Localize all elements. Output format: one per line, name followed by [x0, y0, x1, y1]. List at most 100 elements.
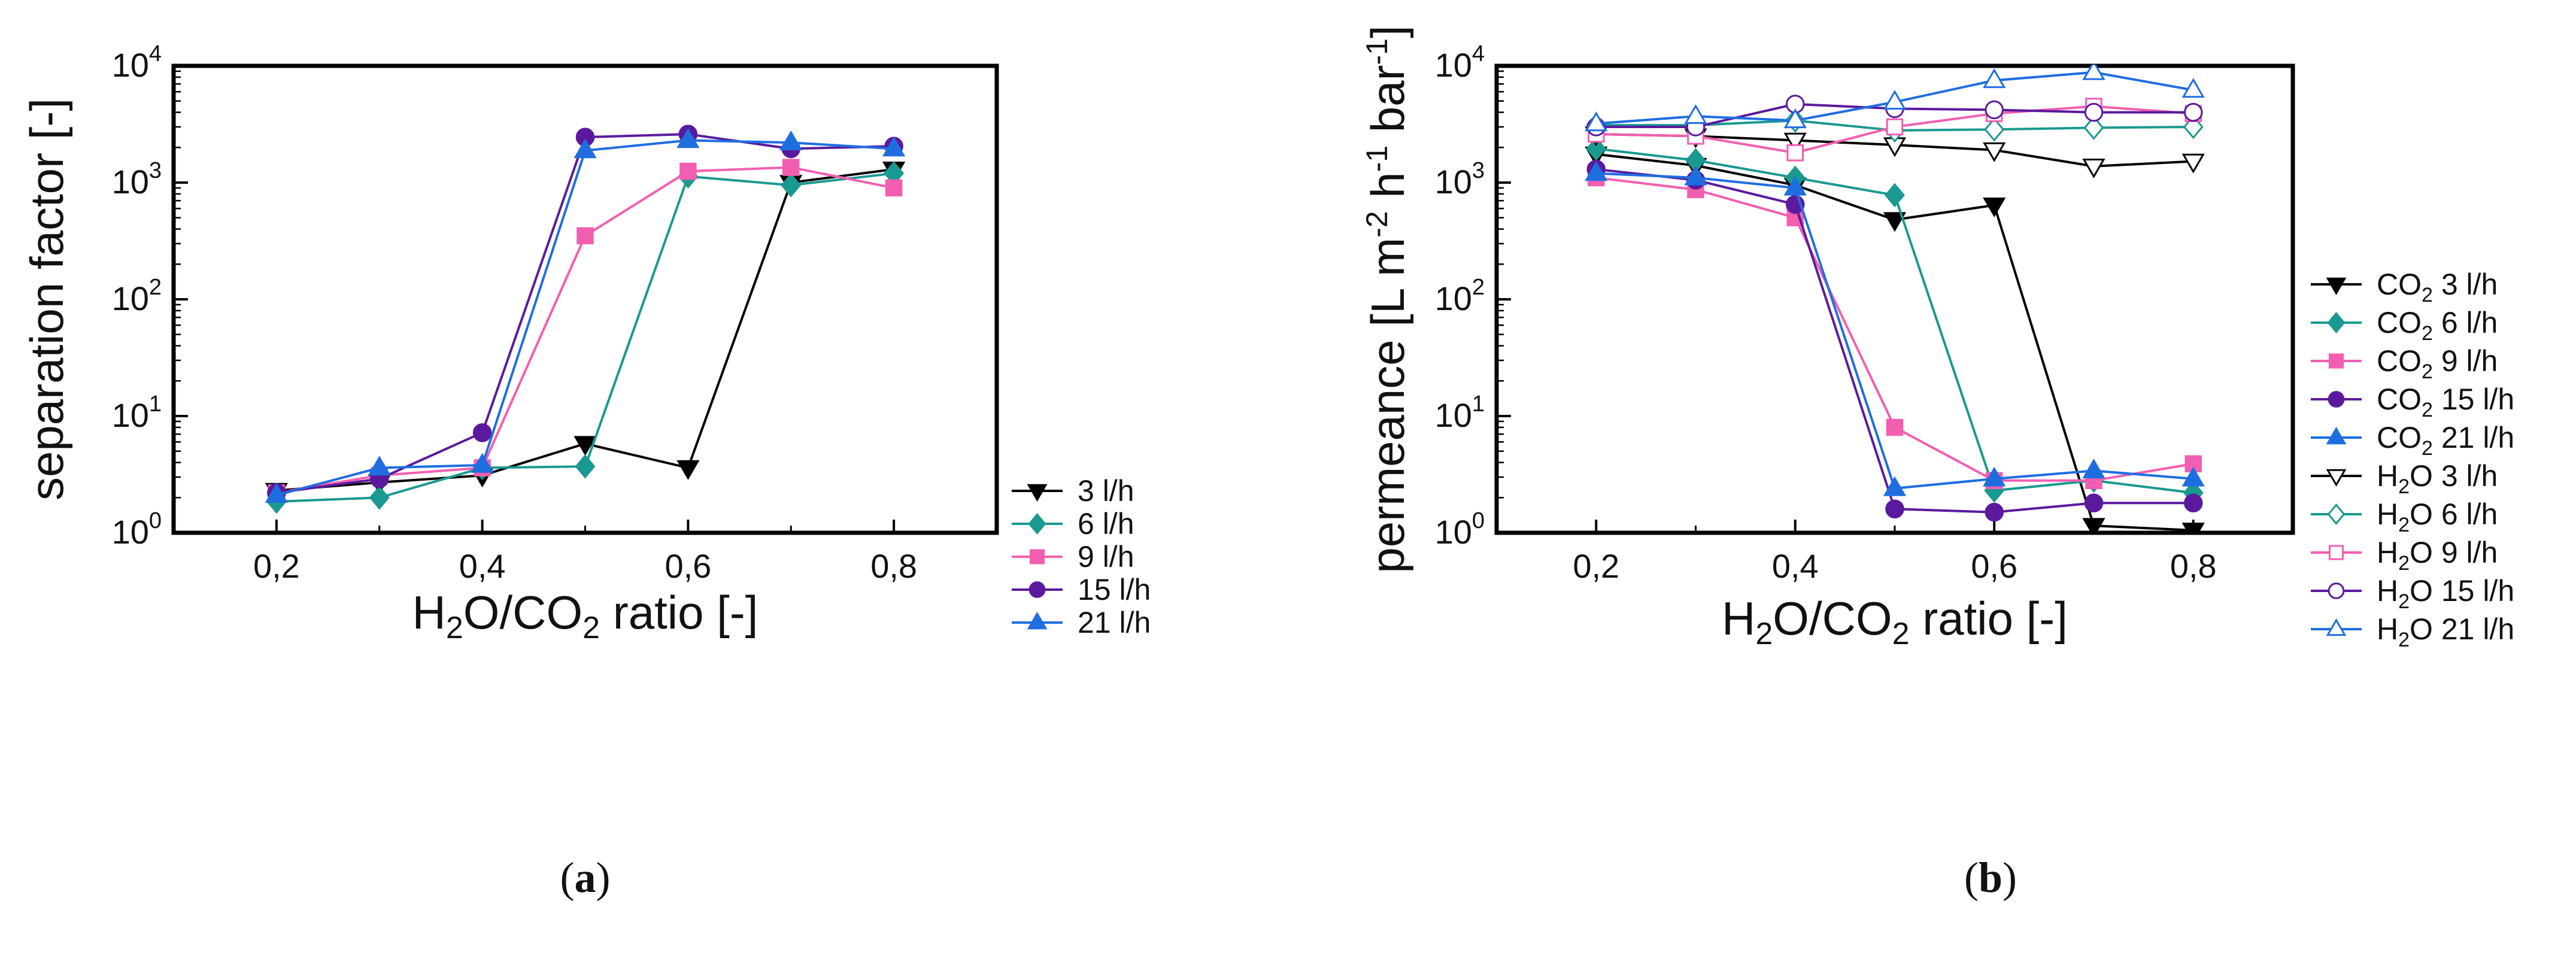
- data-point: [2082, 158, 2105, 178]
- y-axis-label-a: separation factor [-]: [20, 98, 73, 500]
- legend-marker: [2326, 277, 2347, 295]
- y-tick-exponent: 4: [149, 41, 162, 66]
- legend-marker: [1027, 484, 1048, 502]
- legend-label: 6 l/h: [1078, 507, 1134, 541]
- y-tick-exponent: 1: [149, 392, 162, 417]
- data-point: [1984, 117, 2005, 142]
- data-point: [472, 423, 492, 442]
- panel-letter: b: [1979, 854, 2002, 902]
- y-tick-exponent: 4: [1472, 41, 1485, 66]
- data-point: [2082, 518, 2105, 534]
- y-tick-base: 10: [112, 46, 149, 84]
- legend-item: CO2 6 l/h: [2311, 306, 2498, 345]
- data-point: [1883, 90, 1907, 110]
- data-point: [1886, 118, 1904, 136]
- legend-label: 15 l/h: [1078, 573, 1151, 606]
- y-tick-exponent: 3: [149, 158, 162, 183]
- legend-marker: [2327, 503, 2346, 525]
- legend-item: 15 l/h: [1012, 573, 1151, 606]
- data-area: [1585, 65, 2205, 534]
- data-point: [1684, 104, 1707, 124]
- data-point: [471, 453, 494, 473]
- legend-item: H2O 15 l/h: [2311, 574, 2514, 613]
- data-point: [1983, 68, 2006, 89]
- legend-marker: [2326, 427, 2347, 445]
- x-tick-label: 0,4: [459, 547, 506, 585]
- legend-a: 3 l/h6 l/h9 l/h15 l/h21 l/h: [1012, 474, 1151, 639]
- legend-label: H2O 3 l/h: [2377, 459, 2498, 498]
- y-tick-base: 10: [112, 163, 149, 201]
- data-point: [782, 159, 800, 176]
- legend-label: H2O 21 l/h: [2377, 612, 2514, 651]
- x-tick-label: 0,2: [253, 547, 300, 585]
- legend-marker: [1028, 581, 1046, 598]
- data-point: [574, 436, 597, 456]
- legend-label: H2O 6 l/h: [2377, 497, 2498, 536]
- legend-item: CO2 21 l/h: [2311, 421, 2514, 460]
- data-point: [1883, 212, 1907, 232]
- legend-label: H2O 9 l/h: [2377, 536, 2498, 575]
- y-tick-label: 100: [112, 508, 162, 551]
- series-6-lh: [266, 161, 905, 514]
- y-tick-base: 10: [1435, 280, 1472, 317]
- y-tick-label: 101: [1435, 392, 1485, 434]
- data-point: [574, 138, 597, 159]
- legend-item: H2O 21 l/h: [2311, 612, 2514, 651]
- x-axis-label-b: H2O/CO2 ratio [-]: [1722, 592, 2068, 651]
- data-point: [1883, 476, 1907, 496]
- legend-label: CO2 15 l/h: [2377, 383, 2514, 421]
- y-tick-label: 103: [1435, 158, 1485, 201]
- x-axis-label-a: H2O/CO2 ratio [-]: [412, 586, 758, 645]
- x-tick-label: 0,8: [2170, 547, 2217, 585]
- data-point: [1985, 100, 2004, 120]
- series-3-lh: [265, 162, 906, 503]
- legend-item: H2O 9 l/h: [2311, 536, 2498, 575]
- data-point: [1983, 142, 2006, 162]
- legend-marker: [2328, 391, 2345, 408]
- data-point: [368, 456, 391, 476]
- series-co2-6-lh: [1586, 136, 2204, 505]
- data-point: [2181, 523, 2205, 534]
- y-tick-label: 100: [1435, 508, 1485, 551]
- y-tick-base: 10: [112, 280, 149, 317]
- y-axis-label-b: permeance [L m-2 h-1 bar-1]: [1360, 25, 1414, 573]
- legend-label: 9 l/h: [1078, 540, 1134, 573]
- legend-item: H2O 3 l/h: [2311, 459, 2498, 498]
- legend-marker: [2328, 545, 2344, 560]
- x-tick-label: 0,4: [1772, 547, 1819, 585]
- legend-marker: [1029, 549, 1045, 565]
- data-point: [676, 128, 700, 148]
- y-tick-label: 102: [1435, 275, 1485, 317]
- y-tick-base: 10: [112, 513, 149, 551]
- legend-label: H2O 15 l/h: [2377, 574, 2514, 613]
- data-point: [1885, 183, 1905, 208]
- legend-item: CO2 3 l/h: [2311, 268, 2498, 306]
- data-point: [2181, 78, 2205, 98]
- legend-label: 3 l/h: [1078, 474, 1134, 508]
- data-point: [369, 485, 390, 510]
- data-point: [1585, 161, 1608, 181]
- legend-marker: [2326, 618, 2347, 636]
- series-line: [1596, 153, 2193, 532]
- legend-label: CO2 6 l/h: [2377, 306, 2498, 345]
- data-point: [2082, 459, 2105, 479]
- panel-letter: a: [575, 854, 596, 902]
- data-point: [779, 130, 803, 150]
- legend-label: CO2 21 l/h: [2377, 421, 2514, 460]
- legend-item: CO2 15 l/h: [2311, 383, 2514, 421]
- legend-marker: [2326, 469, 2347, 487]
- y-tick-exponent: 0: [1472, 508, 1485, 533]
- data-point: [1585, 111, 1608, 132]
- data-point: [1783, 108, 1807, 129]
- data-area: [265, 125, 906, 514]
- data-point: [1786, 144, 1804, 162]
- y-tick-exponent: 2: [1472, 275, 1485, 300]
- data-point: [575, 454, 596, 479]
- y-tick-label: 102: [112, 275, 162, 317]
- y-tick-exponent: 3: [1472, 158, 1485, 183]
- data-point: [2181, 153, 2205, 174]
- legend-marker: [2328, 582, 2345, 599]
- data-point: [1886, 418, 1904, 436]
